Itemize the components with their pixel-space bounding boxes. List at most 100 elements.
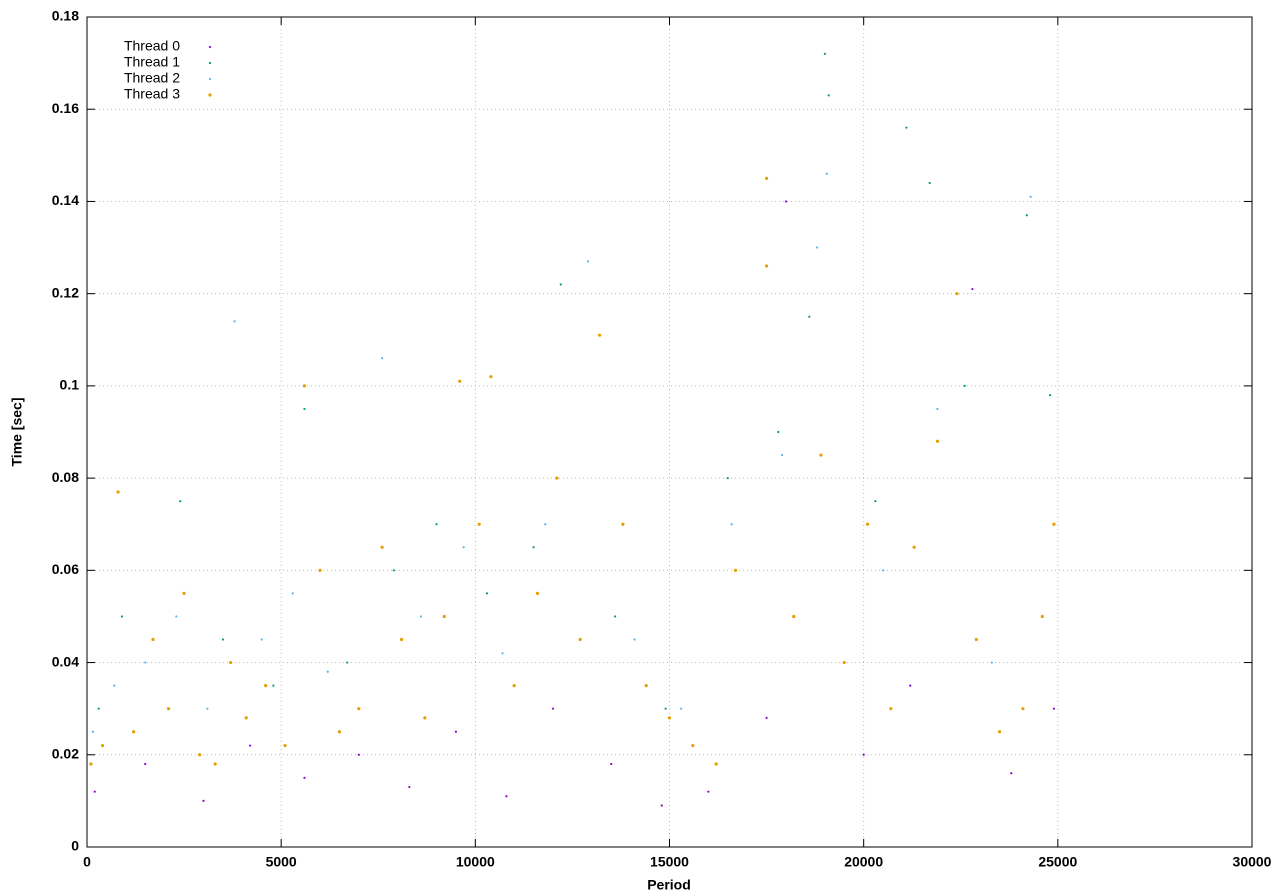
point: [458, 379, 462, 383]
point: [905, 126, 908, 129]
point: [337, 730, 342, 734]
point: [889, 707, 893, 711]
point: [272, 684, 275, 687]
point: [291, 592, 294, 595]
legend-marker: [208, 93, 212, 97]
point: [381, 357, 384, 360]
point: [971, 287, 974, 291]
point: [784, 200, 788, 203]
point: [380, 545, 384, 549]
point: [182, 591, 186, 595]
point: [532, 546, 535, 549]
point: [815, 246, 819, 249]
point: [691, 743, 695, 748]
point: [765, 716, 768, 719]
point: [777, 430, 780, 434]
point: [586, 260, 590, 263]
point: [113, 684, 116, 687]
x-tick-label: 30000: [1233, 854, 1272, 870]
point: [221, 638, 225, 641]
point: [730, 523, 733, 526]
point: [764, 264, 769, 268]
point: [1021, 707, 1025, 711]
legend-marker: [208, 61, 212, 65]
point: [166, 707, 171, 711]
point: [955, 292, 959, 296]
point: [1052, 707, 1056, 710]
point: [100, 743, 105, 748]
point: [489, 375, 493, 379]
point: [578, 637, 582, 642]
point: [792, 614, 796, 619]
point: [909, 684, 912, 687]
point: [477, 522, 481, 526]
point: [660, 804, 663, 807]
x-tick-label: 15000: [650, 854, 689, 870]
point: [544, 523, 547, 526]
point: [260, 638, 263, 641]
point: [664, 707, 667, 710]
y-tick-label: 0.16: [52, 100, 79, 116]
point: [621, 522, 625, 526]
legend-marker: [208, 77, 212, 81]
point: [1029, 195, 1032, 198]
plot-border: [86, 16, 1253, 848]
y-tick-label: 0.12: [52, 284, 79, 300]
point: [551, 707, 555, 710]
y-tick-label: 0.14: [52, 192, 79, 208]
point: [680, 707, 683, 710]
point: [714, 762, 718, 766]
point: [303, 407, 306, 411]
point: [244, 716, 248, 720]
point: [116, 490, 120, 494]
point: [97, 707, 100, 710]
point: [881, 569, 885, 572]
point: [667, 716, 672, 720]
point: [512, 684, 516, 688]
point: [435, 523, 438, 526]
y-tick-label: 0.1: [60, 377, 80, 393]
point: [283, 743, 287, 748]
point: [928, 181, 931, 185]
y-tick-label: 0.08: [52, 469, 79, 485]
point: [1025, 214, 1028, 217]
point: [144, 661, 147, 664]
point: [764, 176, 769, 180]
point: [1048, 394, 1052, 397]
point: [346, 661, 349, 664]
point: [206, 707, 209, 710]
point: [120, 615, 124, 618]
point: [827, 94, 830, 97]
point: [535, 591, 540, 595]
point: [485, 592, 489, 595]
y-tick-label: 0.04: [52, 653, 79, 669]
point: [462, 546, 465, 549]
point: [264, 684, 268, 688]
point: [505, 795, 508, 798]
point: [91, 730, 94, 733]
point: [874, 500, 877, 503]
point: [357, 707, 361, 711]
point: [825, 172, 828, 175]
point: [249, 744, 252, 747]
point: [555, 476, 559, 480]
point: [89, 762, 93, 766]
point: [202, 799, 205, 802]
legend-label: Thread 0: [124, 38, 180, 54]
point: [842, 660, 846, 665]
point: [614, 615, 617, 618]
point: [229, 660, 233, 665]
point: [454, 730, 458, 733]
point: [408, 785, 411, 789]
point: [144, 762, 147, 766]
point: [132, 730, 136, 734]
y-tick-label: 0: [71, 838, 79, 854]
x-axis-label: Period: [647, 877, 691, 893]
y-tick-label: 0.02: [52, 745, 79, 761]
point: [990, 661, 993, 664]
point: [963, 384, 966, 387]
point: [501, 652, 504, 655]
legend-label: Thread 3: [124, 86, 180, 102]
point: [326, 670, 329, 673]
